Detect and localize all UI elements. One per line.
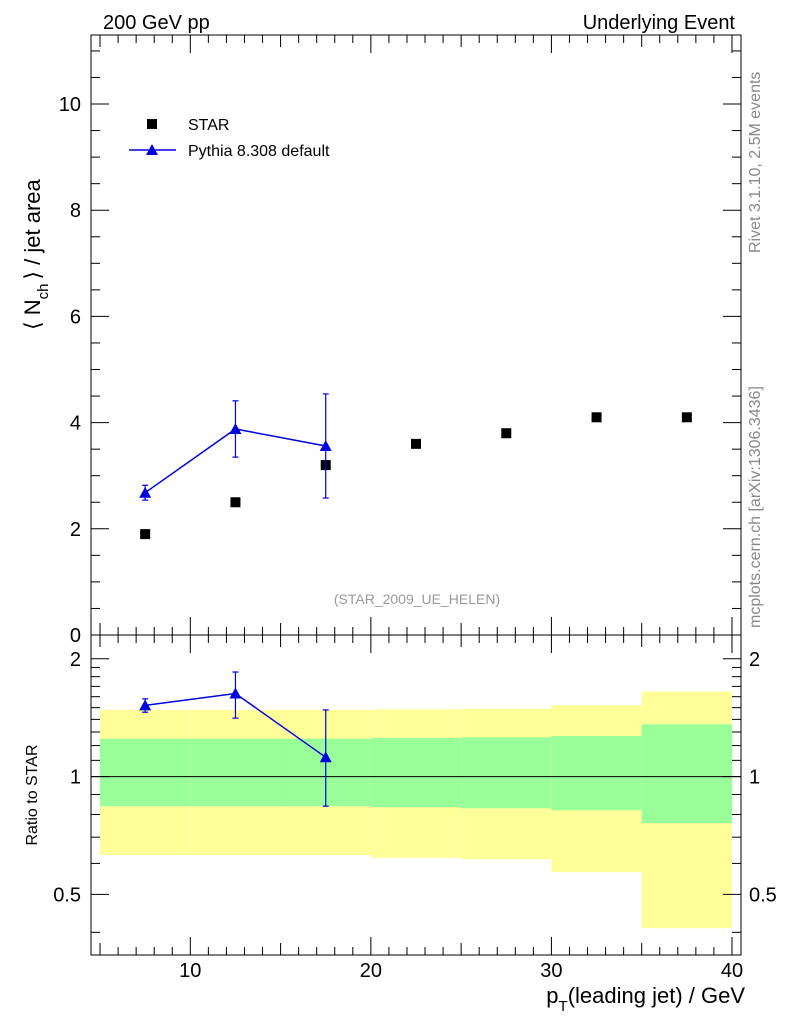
title-right: Underlying Event <box>583 12 736 34</box>
ratio-ytick-label-right: 2 <box>749 649 760 671</box>
main-ytick-label: 2 <box>70 519 81 541</box>
ratio-pythia-point <box>229 687 242 699</box>
green-band-bin <box>641 724 732 824</box>
main-ylabel-sub: ch <box>35 284 52 300</box>
green-band-bin <box>461 737 552 809</box>
legend-pythia-label: Pythia 8.308 default <box>188 143 330 160</box>
mcplots-label: mcplots.cern.ch [arXiv:1306.3436] <box>747 386 764 628</box>
ratio-data-marks <box>139 671 332 807</box>
title-left: 200 GeV pp <box>103 12 210 34</box>
main-ylabel: ⟨ Nch ⟩ / jet area <box>20 178 52 330</box>
ratio-bands <box>100 691 732 929</box>
ratio-ytick-label: 0.5 <box>53 884 81 906</box>
star-point <box>230 497 241 508</box>
main-ytick-label: 0 <box>70 625 81 647</box>
analysis-watermark: (STAR_2009_UE_HELEN) <box>334 591 500 607</box>
legend: STAR Pythia 8.308 default <box>129 117 330 160</box>
star-point <box>681 412 692 423</box>
x-axis-label: pT(leading jet) / GeV <box>546 983 745 1015</box>
ratio-pythia-point <box>319 751 332 763</box>
main-ytick-label: 10 <box>59 94 81 116</box>
ratio-pythia-point <box>139 699 152 711</box>
pythia-point <box>319 439 332 451</box>
star-point <box>591 412 602 423</box>
main-ytick-label: 8 <box>70 200 81 222</box>
rivet-label: Rivet 3.1.10, 2.5M events <box>747 72 764 253</box>
x-axis-label-main: p <box>546 983 558 1008</box>
ratio-frame <box>90 634 742 956</box>
star-point <box>140 529 151 540</box>
xtick-label: 30 <box>540 960 562 982</box>
green-band-bin <box>100 738 191 807</box>
pythia-point <box>229 422 242 434</box>
pythia-point <box>139 486 152 498</box>
legend-star-marker <box>147 119 157 129</box>
green-band-bin <box>551 735 642 811</box>
green-band-bin <box>370 737 462 808</box>
ratio-ytick-label: 1 <box>70 767 81 789</box>
x-axis-label-rest: (leading jet) / GeV <box>568 983 746 1008</box>
legend-star-label: STAR <box>188 117 229 134</box>
ratio-ytick-label: 2 <box>70 649 81 671</box>
x-axis-label-sub: T <box>559 998 568 1015</box>
green-band-bin <box>190 738 281 807</box>
main-data-marks <box>139 393 692 540</box>
star-point <box>501 428 512 439</box>
legend-pythia-marker <box>146 144 158 155</box>
xtick-label: 20 <box>360 960 382 982</box>
star-point <box>411 438 421 449</box>
main-ytick-label: 6 <box>70 306 81 328</box>
xtick-label: 40 <box>721 960 743 982</box>
ratio-ylabel: Ratio to STAR <box>24 744 41 845</box>
xtick-label: 10 <box>179 960 201 982</box>
ratio-ytick-label-right: 1 <box>749 767 760 789</box>
main-ytick-label: 4 <box>70 413 81 435</box>
ratio-ytick-label-right: 0.5 <box>749 884 777 906</box>
main-ylabel-open: ⟨ N <box>20 299 45 330</box>
main-ylabel-close: ⟩ / jet area <box>20 178 45 279</box>
